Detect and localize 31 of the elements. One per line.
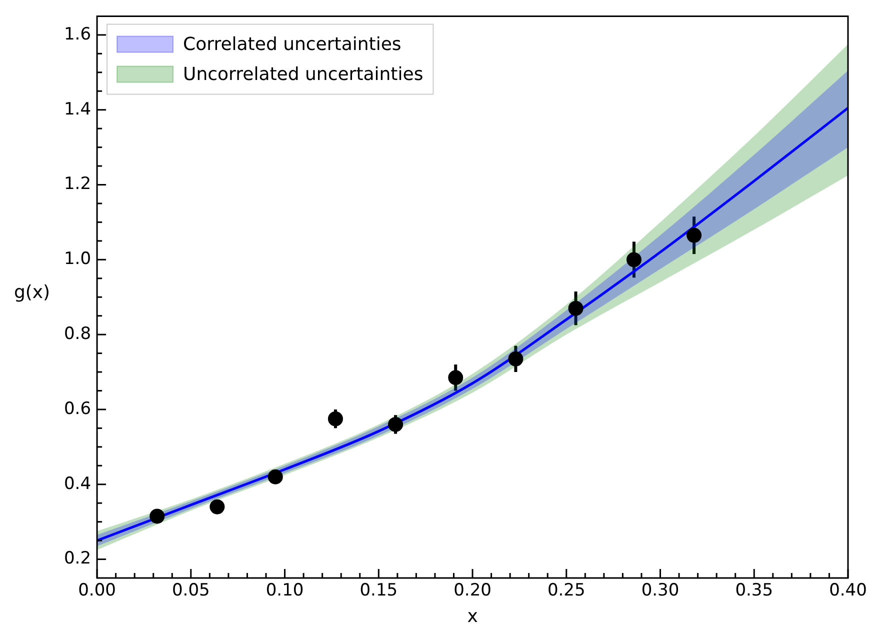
x-tick-label: 0.15 <box>360 580 398 601</box>
point <box>388 416 404 432</box>
point <box>210 499 225 514</box>
point <box>150 508 165 524</box>
point <box>568 300 584 316</box>
point <box>448 370 464 386</box>
point <box>508 351 524 366</box>
x-tick-label: 0.00 <box>78 580 116 601</box>
legend-label: Uncorrelated uncertainties <box>183 64 424 85</box>
point <box>328 411 343 426</box>
y-tick-label: 1.2 <box>64 174 92 194</box>
x-tick-label: 0.40 <box>829 580 867 601</box>
y-tick-label: 0.2 <box>64 548 92 569</box>
y-tick-label: 0.4 <box>64 474 92 494</box>
x-axis-title: x <box>467 606 478 627</box>
y-tick-label: 1.0 <box>64 249 92 270</box>
y-axis-title: g(x) <box>14 282 50 303</box>
point <box>686 228 702 243</box>
x-tick-label: 0.25 <box>547 580 586 601</box>
x-tick-label: 0.10 <box>266 580 304 601</box>
legend-label: Correlated uncertainties <box>183 34 402 55</box>
x-tick-label: 0.05 <box>172 580 210 601</box>
y-tick-label: 1.4 <box>64 99 92 120</box>
x-tick-label: 0.35 <box>735 580 774 601</box>
x-tick-label: 0.20 <box>454 580 492 601</box>
y-tick-label: 0.8 <box>64 324 92 344</box>
y-tick-label: 0.6 <box>64 398 92 419</box>
x-tick-label: 0.30 <box>641 580 680 601</box>
point <box>268 469 283 484</box>
point <box>626 252 642 268</box>
y-tick-label: 1.6 <box>64 24 92 44</box>
